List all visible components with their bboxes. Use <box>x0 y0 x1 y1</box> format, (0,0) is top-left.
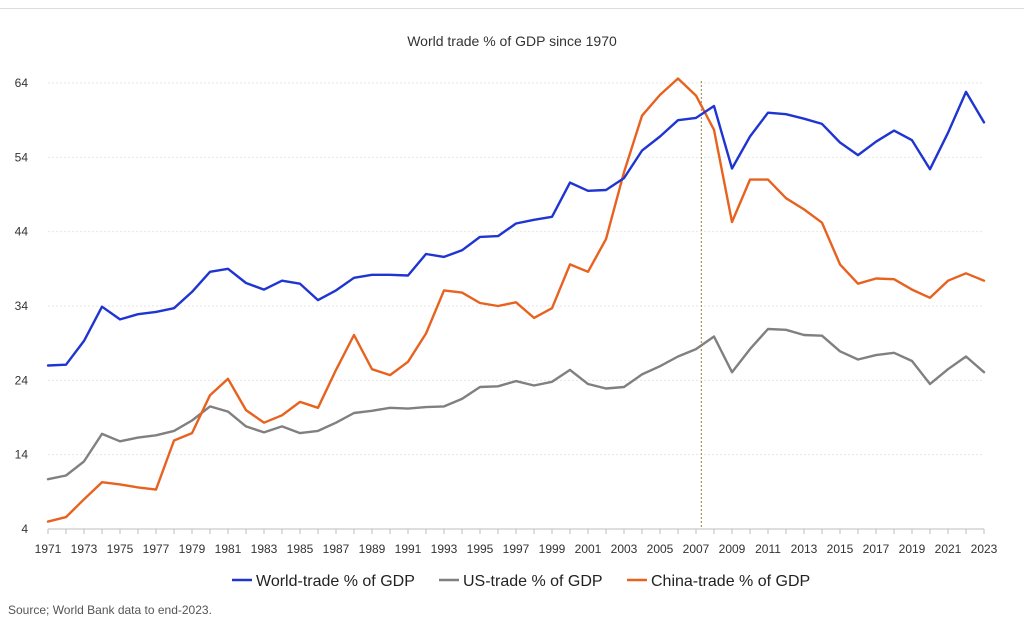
x-tick-label: 2023 <box>971 542 998 556</box>
x-tick-label: 2019 <box>899 542 926 556</box>
x-tick-label: 1999 <box>539 542 566 556</box>
x-tick-label: 1987 <box>323 542 350 556</box>
x-tick-label: 1975 <box>107 542 134 556</box>
legend-label: China-trade % of GDP <box>651 573 810 590</box>
y-tick-label: 4 <box>21 522 28 536</box>
x-tick-label: 2021 <box>935 542 962 556</box>
y-tick-label: 14 <box>15 448 29 462</box>
x-tick-label: 1995 <box>467 542 494 556</box>
y-tick-label: 24 <box>15 373 29 387</box>
x-tick-label: 1997 <box>503 542 530 556</box>
x-tick-label: 2011 <box>755 542 781 556</box>
x-tick-label: 1977 <box>143 542 170 556</box>
x-tick-label: 1973 <box>71 542 98 556</box>
x-tick-label: 1991 <box>395 542 422 556</box>
x-tick-label: 1985 <box>287 542 314 556</box>
x-tick-label: 2013 <box>791 542 818 556</box>
x-tick-label: 2015 <box>827 542 854 556</box>
series-line-china-trade-of-gdp <box>46 77 986 523</box>
x-tick-label: 2005 <box>647 542 674 556</box>
x-tick-label: 1971 <box>35 542 62 556</box>
y-tick-label: 64 <box>15 76 29 90</box>
series-line-world-trade-of-gdp <box>46 90 986 367</box>
y-tick-label: 34 <box>15 299 29 313</box>
y-tick-label: 44 <box>15 225 29 239</box>
x-tick-label: 1981 <box>215 542 242 556</box>
x-tick-label: 1983 <box>251 542 278 556</box>
x-tick-label: 1979 <box>179 542 206 556</box>
y-tick-label: 54 <box>15 150 29 164</box>
top-divider <box>0 8 1024 9</box>
x-tick-label: 2003 <box>611 542 638 556</box>
x-tick-label: 1989 <box>359 542 386 556</box>
x-tick-label: 2009 <box>719 542 746 556</box>
source-note: Source; World Bank data to end-2023. <box>8 603 212 617</box>
legend-label: World-trade % of GDP <box>256 573 415 590</box>
x-tick-label: 1993 <box>431 542 458 556</box>
legend-label: US-trade % of GDP <box>463 573 603 590</box>
chart-title: World trade % of GDP since 1970 <box>407 33 617 49</box>
x-tick-label: 2001 <box>575 542 602 556</box>
series-line-us-trade-of-gdp <box>46 327 986 481</box>
x-tick-label: 2007 <box>683 542 710 556</box>
x-tick-label: 2017 <box>863 542 890 556</box>
